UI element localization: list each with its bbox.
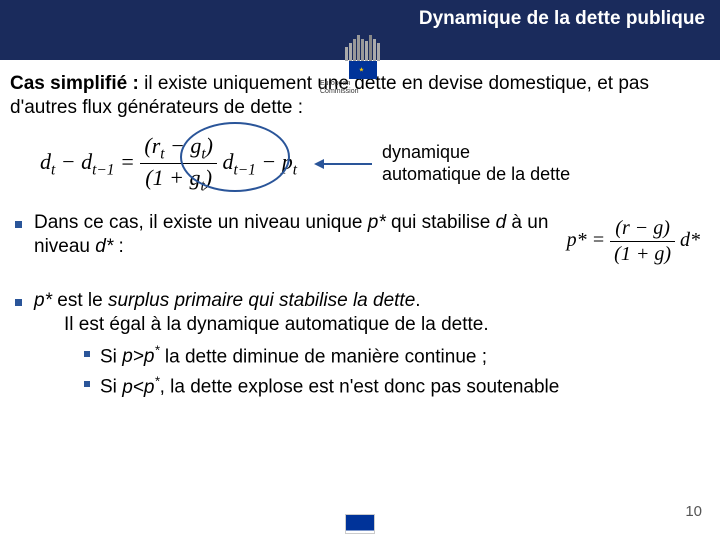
bullet-2-text: p* est le surplus primaire qui stabilise… xyxy=(34,289,700,400)
bullet-icon xyxy=(84,351,90,357)
sub-bullet-1-text: Si p>p* la dette diminue de manière cont… xyxy=(100,342,487,370)
ec-logo: European Commission xyxy=(320,35,405,90)
bullet-icon xyxy=(15,221,22,228)
bullet-2-line2: Il est égal à la dynamique automatique d… xyxy=(64,313,700,338)
bullet-icon xyxy=(15,299,22,306)
dynamic-label: dynamique automatique de la dette xyxy=(382,142,572,185)
equation-2: p* = (r − g)(1 + g) d* xyxy=(567,216,700,267)
sub-bullet-2-text: Si p<p*, la dette explose est n'est donc… xyxy=(100,372,559,400)
sub-bullets: Si p>p* la dette diminue de manière cont… xyxy=(84,342,700,400)
equation-1: dt − dt−1 = (rt − gt)(1 + gt) dt−1 − pt xyxy=(40,132,297,196)
footer-flag-icon xyxy=(345,514,375,534)
equation-row-1: dt − dt−1 = (rt − gt)(1 + gt) dt−1 − pt … xyxy=(40,132,700,196)
slide-title: Dynamique de la dette publique xyxy=(419,8,705,30)
header-bar: Dynamique de la dette publique European … xyxy=(0,0,720,60)
sub-bullet-2: Si p<p*, la dette explose est n'est donc… xyxy=(84,372,700,400)
logo-text-2: Commission xyxy=(320,88,405,95)
page-number: 10 xyxy=(685,503,702,520)
bullet-1: Dans ce cas, il existe un niveau unique … xyxy=(10,211,700,267)
sub-bullet-1: Si p>p* la dette diminue de manière cont… xyxy=(84,342,700,370)
intro-bold: Cas simplifié : xyxy=(10,73,139,94)
logo-text-1: European xyxy=(320,80,405,87)
arrow-annotation: dynamique automatique de la dette xyxy=(322,142,572,185)
bullet-2: p* est le surplus primaire qui stabilise… xyxy=(10,289,700,400)
slide-content: Cas simplifié : il existe uniquement une… xyxy=(0,60,720,400)
arrow-icon xyxy=(322,163,372,165)
bullet-1-text: Dans ce cas, il existe un niveau unique … xyxy=(34,211,559,260)
bullet-icon xyxy=(84,381,90,387)
eu-flag-icon xyxy=(349,61,377,79)
